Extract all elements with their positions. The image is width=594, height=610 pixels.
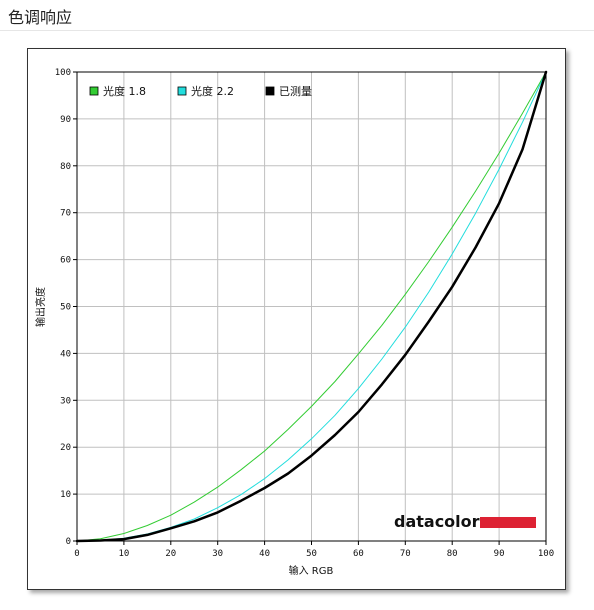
x-tick-label: 0 bbox=[74, 549, 79, 559]
y-tick-label: 80 bbox=[60, 162, 71, 172]
x-tick-label: 100 bbox=[538, 549, 554, 559]
legend-gamma-1-8: 光度 1.8 bbox=[89, 84, 146, 98]
datacolor-logo-text: datacolor bbox=[394, 512, 480, 531]
y-tick-label: 20 bbox=[60, 443, 71, 453]
y-tick-label: 70 bbox=[60, 209, 71, 219]
y-tick-label: 60 bbox=[60, 256, 71, 266]
y-tick-label: 90 bbox=[60, 115, 71, 125]
x-tick-label: 60 bbox=[353, 549, 364, 559]
x-tick-label: 50 bbox=[306, 549, 317, 559]
x-tick-label: 80 bbox=[447, 549, 458, 559]
legend-gamma-2-2: 光度 2.2 bbox=[177, 84, 234, 98]
legend-swatch bbox=[89, 86, 99, 96]
y-tick-label: 100 bbox=[55, 68, 71, 78]
y-tick-label: 0 bbox=[66, 537, 71, 547]
x-axis-label: 输入 RGB bbox=[289, 564, 334, 577]
legend-swatch bbox=[265, 86, 275, 96]
x-tick-label: 20 bbox=[165, 549, 176, 559]
gamma-1-8-line bbox=[76, 71, 547, 542]
y-tick-label: 50 bbox=[60, 303, 71, 313]
datacolor-logo-bar bbox=[480, 517, 536, 528]
chart-panel: 0 10 20 30 40 50 60 70 80 90 100 0 10 20 30 40 50 60 70 80 9… bbox=[27, 48, 566, 590]
legend-label: 光度 2.2 bbox=[191, 84, 234, 98]
x-tick-label: 70 bbox=[400, 549, 411, 559]
x-tick-label: 10 bbox=[118, 549, 129, 559]
title-divider bbox=[0, 30, 594, 31]
measured-line bbox=[75, 70, 548, 543]
y-axis-label: 输出亮度 bbox=[34, 287, 47, 327]
legend-measured: 已测量 bbox=[265, 85, 312, 98]
legend-label: 光度 1.8 bbox=[103, 84, 146, 98]
y-tick-label: 10 bbox=[60, 490, 71, 500]
x-tick-label: 30 bbox=[212, 549, 223, 559]
page-title: 色调响应 bbox=[8, 8, 73, 27]
legend-swatch bbox=[177, 86, 187, 96]
tone-response-chart: 0 10 20 30 40 50 60 70 80 90 100 0 10 20 30 40 50 60 70 80 9… bbox=[34, 68, 554, 577]
y-tick-label: 40 bbox=[60, 349, 71, 359]
legend-label: 已测量 bbox=[279, 85, 312, 98]
x-tick-label: 40 bbox=[259, 549, 270, 559]
x-tick-label: 90 bbox=[494, 549, 505, 559]
datacolor-logo: datacolor bbox=[394, 512, 536, 531]
y-tick-label: 30 bbox=[60, 396, 71, 406]
